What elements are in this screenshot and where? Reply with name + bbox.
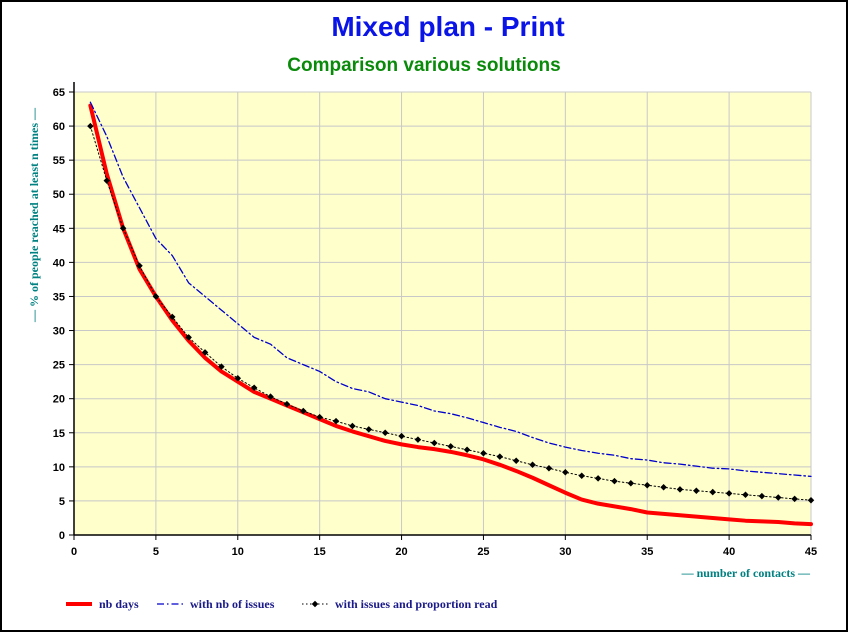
y-tick-label: 10 bbox=[53, 462, 65, 474]
legend-item: with issues and proportion read bbox=[302, 597, 498, 611]
series-2 bbox=[87, 122, 815, 504]
y-tick-label: 5 bbox=[59, 496, 65, 508]
series-line bbox=[89, 101, 812, 478]
data-point bbox=[807, 496, 815, 504]
y-tick-label: 55 bbox=[53, 155, 65, 167]
y-tick-label: 20 bbox=[53, 394, 65, 406]
data-point bbox=[774, 494, 782, 501]
data-point bbox=[758, 492, 766, 500]
data-point bbox=[185, 334, 192, 341]
legend-label: with nb of issues bbox=[190, 597, 275, 611]
data-point bbox=[365, 426, 373, 433]
data-point bbox=[218, 363, 225, 370]
data-point bbox=[152, 293, 160, 300]
y-tick-label: 35 bbox=[53, 291, 65, 303]
data-point bbox=[447, 443, 454, 450]
x-tick-label: 35 bbox=[641, 546, 653, 558]
data-point bbox=[283, 400, 291, 408]
data-point bbox=[169, 313, 176, 321]
chart-title: Mixed plan - Print bbox=[331, 11, 564, 42]
x-tick-label: 15 bbox=[314, 546, 326, 558]
x-tick-label: 20 bbox=[395, 546, 407, 558]
data-point bbox=[643, 481, 651, 489]
data-point bbox=[381, 429, 389, 437]
data-point bbox=[529, 461, 536, 469]
data-point bbox=[332, 417, 340, 425]
legend: nb days with nb of issues with issues and … bbox=[66, 597, 498, 611]
y-tick-label: 0 bbox=[59, 530, 65, 542]
chart-subtitle: Comparison various solutions bbox=[287, 55, 560, 76]
x-axis-label: — number of contacts — bbox=[681, 566, 811, 580]
legend-label: nb days bbox=[99, 597, 139, 611]
data-point bbox=[300, 407, 307, 415]
y-axis-label: — % of people reached at least n times — bbox=[27, 107, 41, 323]
data-point bbox=[725, 490, 733, 497]
legend-item: nb days bbox=[66, 597, 139, 611]
series-line bbox=[88, 103, 813, 527]
legend-label: with issues and proportion read bbox=[335, 597, 498, 611]
x-tick-label: 0 bbox=[71, 546, 77, 558]
data-point bbox=[594, 475, 602, 482]
data-point bbox=[267, 393, 274, 400]
legend-marker bbox=[311, 600, 319, 608]
series-0 bbox=[88, 103, 813, 527]
y-tick-label: 40 bbox=[53, 257, 65, 269]
data-point bbox=[119, 225, 127, 232]
x-tick-label: 30 bbox=[559, 546, 571, 558]
y-tick-label: 15 bbox=[53, 428, 65, 440]
data-point bbox=[676, 486, 684, 493]
data-point bbox=[349, 422, 356, 430]
data-point bbox=[709, 488, 716, 496]
data-point bbox=[693, 487, 700, 494]
data-point bbox=[414, 436, 422, 443]
data-point bbox=[562, 469, 569, 476]
x-tick-label: 5 bbox=[153, 546, 159, 558]
grid bbox=[74, 91, 812, 535]
plot-area bbox=[74, 92, 811, 535]
series-layer bbox=[87, 101, 815, 527]
y-tick-label: 50 bbox=[53, 189, 65, 201]
x-tick-label: 45 bbox=[805, 546, 817, 558]
series-1 bbox=[89, 101, 812, 478]
data-point bbox=[431, 439, 438, 447]
y-tick-label: 30 bbox=[53, 326, 65, 338]
axes: 0 5 10 15 20 25 30 35 40 45 0 5 10 15 20 25 30 35 40 45 50 55… bbox=[53, 82, 817, 558]
y-tick-label: 25 bbox=[53, 360, 65, 372]
data-point bbox=[463, 446, 471, 454]
x-tick-label: 25 bbox=[477, 546, 489, 558]
data-point bbox=[316, 413, 323, 421]
data-point bbox=[103, 177, 111, 184]
data-point bbox=[398, 432, 405, 440]
data-point bbox=[611, 477, 618, 485]
x-tick-label: 10 bbox=[232, 546, 244, 558]
legend-item: with nb of issues bbox=[157, 597, 275, 611]
data-point bbox=[512, 457, 520, 464]
data-point bbox=[496, 453, 504, 460]
x-tick-label: 40 bbox=[723, 546, 735, 558]
data-point bbox=[660, 484, 667, 491]
data-point bbox=[578, 472, 585, 479]
data-point bbox=[742, 491, 749, 499]
data-point bbox=[87, 122, 94, 130]
y-tick-label: 65 bbox=[53, 87, 65, 99]
data-point bbox=[136, 262, 143, 270]
data-point bbox=[545, 464, 553, 472]
y-tick-label: 60 bbox=[53, 121, 65, 133]
y-tick-label: 45 bbox=[53, 223, 65, 235]
data-point bbox=[791, 495, 798, 503]
data-point bbox=[480, 449, 487, 457]
data-point bbox=[627, 479, 635, 487]
